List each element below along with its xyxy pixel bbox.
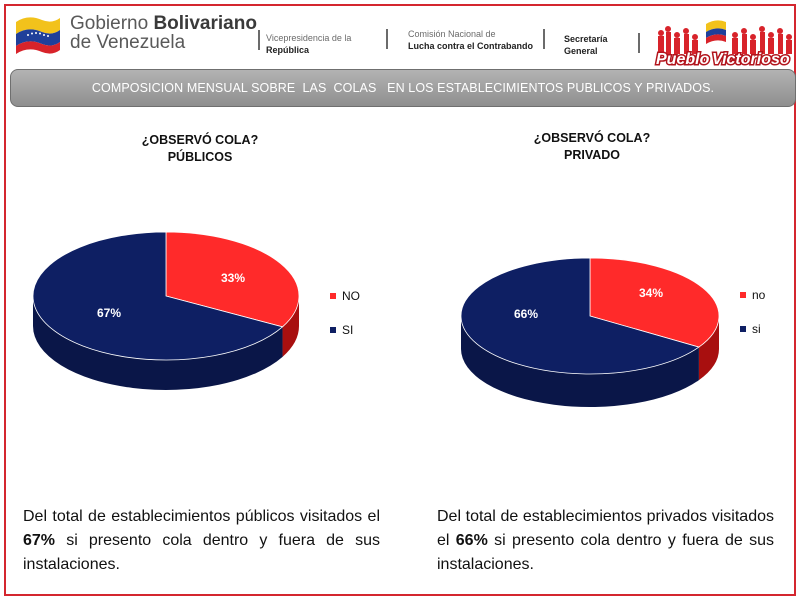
chart-title-line2: PÚBLICOS (167, 150, 233, 164)
legend-item: no (740, 286, 765, 303)
legend-label: SI (342, 322, 354, 337)
legend-swatch (740, 325, 746, 332)
comision-label: Comisión Nacional de Lucha contra el Con… (408, 29, 534, 51)
note-privados: Del total de establecimientos privados v… (437, 508, 774, 573)
legend-publicos: NO SI (330, 287, 360, 355)
banner-title: COMPOSICION MENSUAL SOBRE LAS COLAS EN L… (91, 81, 715, 95)
chart-title-privado: ¿OBSERVÓ COLA? PRIVADO (492, 130, 692, 164)
title-banner: COMPOSICION MENSUAL SOBRE LAS COLAS EN L… (10, 69, 796, 107)
header-divider (543, 29, 545, 49)
pie-data-label: 34% (639, 286, 663, 300)
pie-data-label: 33% (221, 271, 245, 285)
pie-data-label: 66% (514, 307, 538, 321)
svg-text:Victorioso: Victorioso (712, 51, 790, 66)
gov-line1-regular: Gobierno (70, 13, 154, 34)
crowd-icon: Pueblo Victorioso (655, 20, 792, 70)
legend-swatch (740, 291, 746, 298)
legend-swatch (330, 292, 336, 299)
vicepresidencia-label: Vicepresidencia de la República (266, 33, 352, 55)
chart-title-line2: PRIVADO (563, 148, 621, 162)
pie-slice (32, 231, 284, 361)
pie-side-wall (698, 316, 719, 381)
legend-label: si (752, 321, 761, 336)
header-divider (258, 30, 260, 50)
header: Gobierno Bolivariano de Venezuela Vicepr… (0, 0, 800, 70)
chart-title-line1: ¿OBSERVÓ COLA? (533, 131, 651, 145)
gov-line1-bold: Bolivariano (153, 13, 257, 34)
legend-privado: no si (740, 286, 765, 354)
pie-side-wall (282, 296, 299, 357)
gobierno-logo: Gobierno Bolivariano de Venezuela (14, 14, 257, 54)
legend-item: si (740, 320, 765, 337)
pie-slice (165, 231, 300, 328)
header-divider (386, 29, 388, 49)
pie-slice (460, 257, 700, 375)
svg-text:Pueblo: Pueblo (656, 51, 710, 66)
pie-side-wall (461, 316, 699, 407)
legend-item: SI (330, 321, 360, 338)
pie-side-wall (33, 296, 283, 391)
pie-chart-privado: 34% 66% (460, 257, 720, 407)
legend-item: NO (330, 287, 360, 304)
venezuela-flag-icon (16, 17, 60, 54)
chart-title-publicos: ¿OBSERVÓ COLA? PÚBLICOS (100, 132, 300, 166)
gov-line2: de Venezuela (70, 32, 186, 53)
header-divider (638, 33, 640, 53)
pie-chart-publicos: 33% 67% (32, 231, 300, 391)
chart-title-line1: ¿OBSERVÓ COLA? (141, 133, 259, 147)
secretaria-label: Secretaría General (564, 34, 608, 56)
pie-data-label: 67% (97, 306, 121, 320)
pueblo-victorioso-logo: Pueblo Victorioso (654, 14, 798, 70)
page-frame (4, 4, 796, 596)
legend-label: no (752, 287, 766, 302)
note-publicos: Del total de establecimientos públicos v… (23, 508, 380, 573)
legend-swatch (330, 326, 336, 333)
legend-label: NO (342, 288, 360, 303)
